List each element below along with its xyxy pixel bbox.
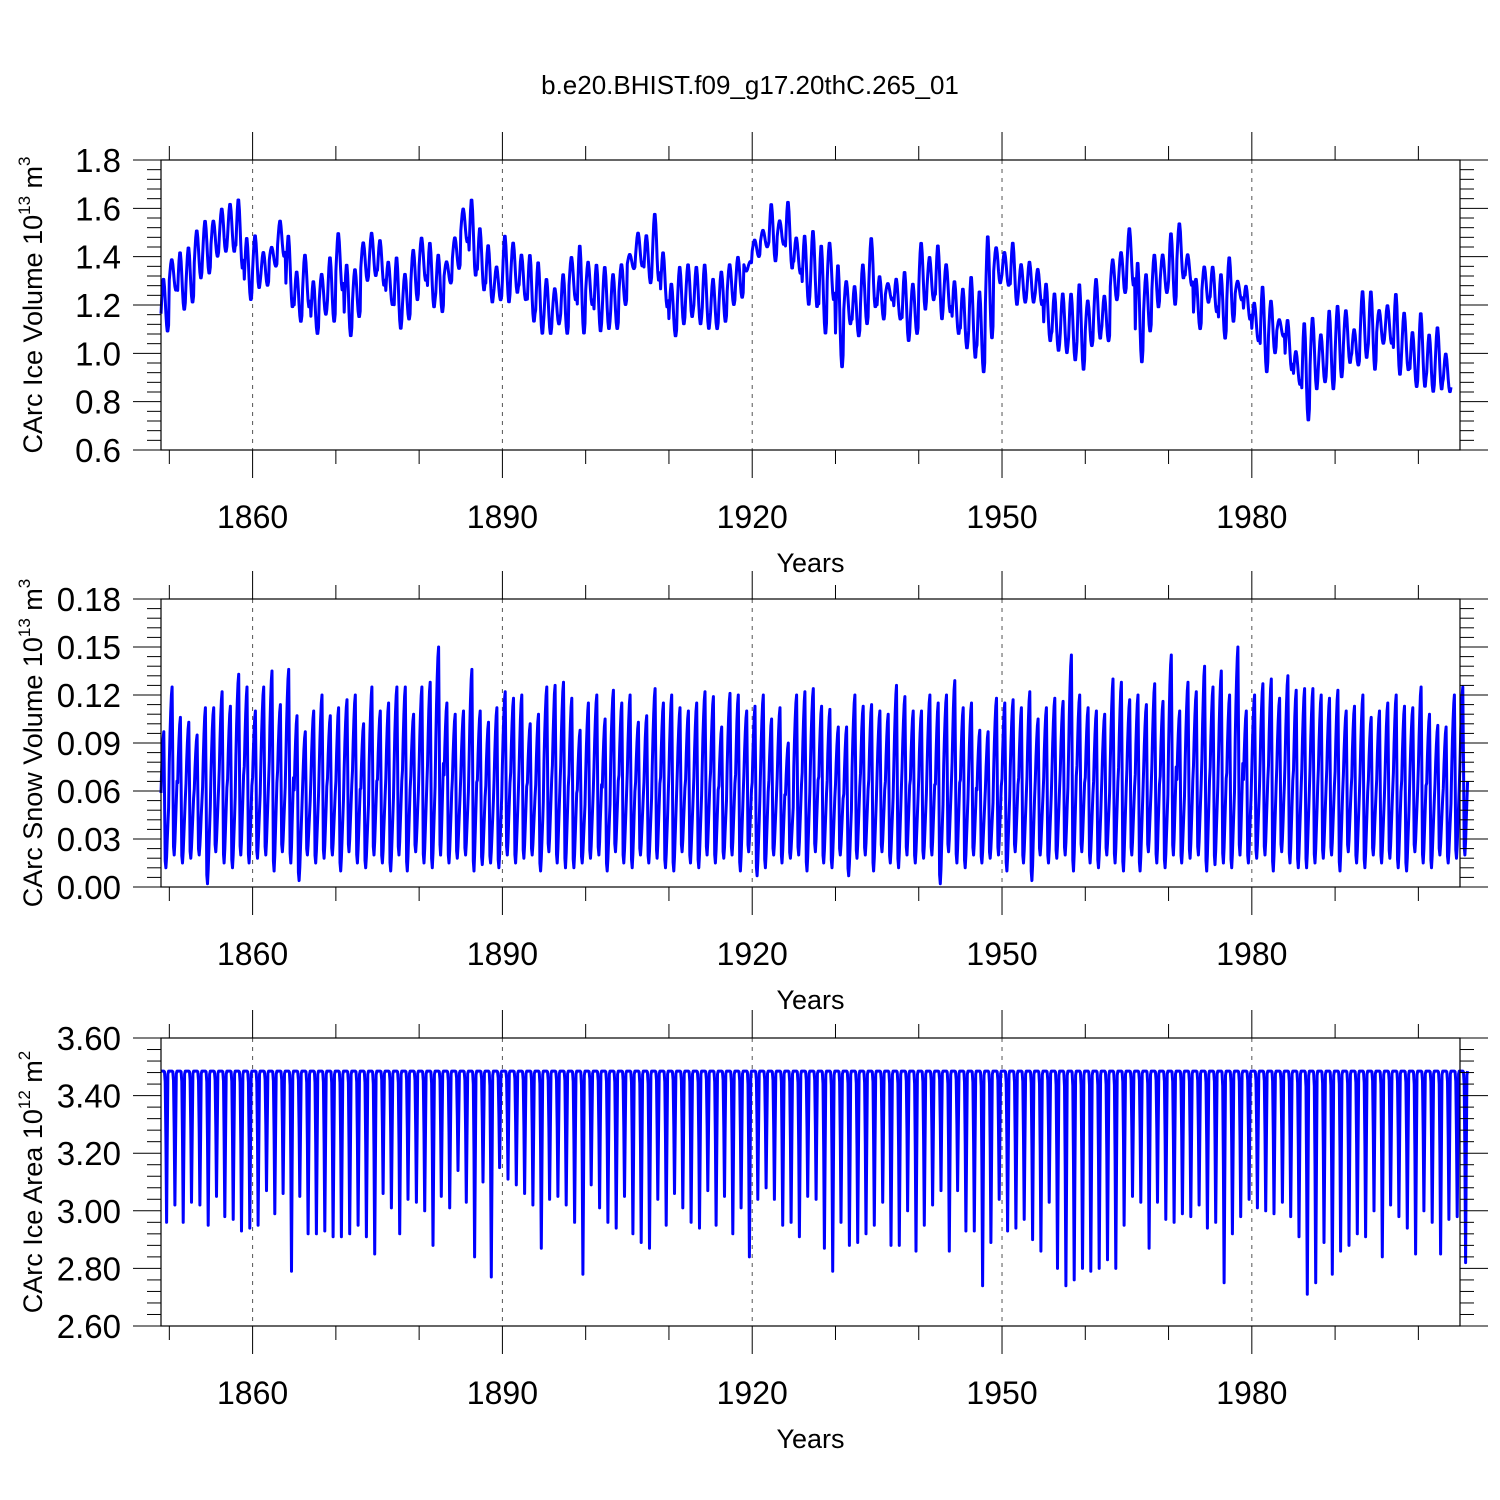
x-tick-label: 1980: [1216, 499, 1287, 535]
y-tick-label: 1.2: [75, 287, 121, 324]
y-tick-label: 1.4: [75, 239, 121, 276]
y-tick-label: 1.0: [75, 335, 121, 372]
y-tick-label: 0.6: [75, 432, 121, 469]
snow-volume-panel: 1860 1890 1920 1950 1980 Years 0.00 0.03 0.06 0.0…: [15, 571, 1488, 1015]
y-tick-label: 2.80: [57, 1250, 121, 1287]
y-tick-label: 1.6: [75, 190, 121, 227]
series-line: [159, 645, 1470, 886]
y-tick-label: 0.09: [57, 725, 121, 762]
y-tick-label: 3.40: [57, 1078, 121, 1115]
x-tick-label: 1860: [217, 936, 288, 972]
ice-volume-panel: 1860 1890 1920 1950 1980 Years 0.6 0.8 1.0 1.2 1.4…: [15, 132, 1488, 578]
y-tick-label: 0.00: [57, 869, 121, 906]
y-tick-label: 0.03: [57, 821, 121, 858]
y-tick-label: 1.8: [75, 142, 121, 179]
plot-frame: [160, 1037, 1461, 1327]
y-axis-label: CArc Ice Area 1012 m2: [15, 1051, 48, 1314]
y-tick-label: 3.60: [57, 1020, 121, 1057]
y-tick-label: 0.06: [57, 773, 121, 810]
x-tick-label: 1920: [717, 1375, 788, 1411]
y-tick-label: 0.18: [57, 581, 121, 618]
y-axis-label: CArc Snow Volume 1013 m3: [15, 579, 48, 908]
x-tick-label: 1980: [1216, 1375, 1287, 1411]
x-axis-label: Years: [776, 1424, 844, 1454]
y-tick-label: 0.12: [57, 677, 121, 714]
y-tick-label: 2.60: [57, 1308, 121, 1345]
x-tick-label: 1950: [966, 936, 1037, 972]
x-axis-label: Years: [776, 548, 844, 578]
x-tick-label: 1950: [966, 1375, 1037, 1411]
x-tick-label: 1920: [717, 936, 788, 972]
y-tick-label: 3.20: [57, 1135, 121, 1172]
x-tick-label: 1860: [217, 1375, 288, 1411]
chart-title: b.e20.BHIST.f09_g17.20thC.265_01: [541, 70, 959, 100]
series-line: [159, 198, 1453, 422]
x-tick-label: 1860: [217, 499, 288, 535]
y-axis-label: CArc Ice Volume 1013 m3: [15, 156, 48, 453]
x-tick-label: 1890: [467, 1375, 538, 1411]
y-tick-label: 0.15: [57, 629, 121, 666]
x-tick-label: 1980: [1216, 936, 1287, 972]
y-tick-label: 3.00: [57, 1193, 121, 1230]
x-axis-label: Years: [776, 985, 844, 1015]
ice-area-panel: 1860 1890 1920 1950 1980 Years 2.60 2.80 3.00 3.2…: [15, 1010, 1488, 1454]
x-tick-label: 1890: [467, 936, 538, 972]
x-tick-label: 1890: [467, 499, 538, 535]
series-line: [160, 1069, 1470, 1296]
x-tick-label: 1950: [966, 499, 1037, 535]
y-tick-label: 0.8: [75, 384, 121, 421]
x-tick-label: 1920: [717, 499, 788, 535]
